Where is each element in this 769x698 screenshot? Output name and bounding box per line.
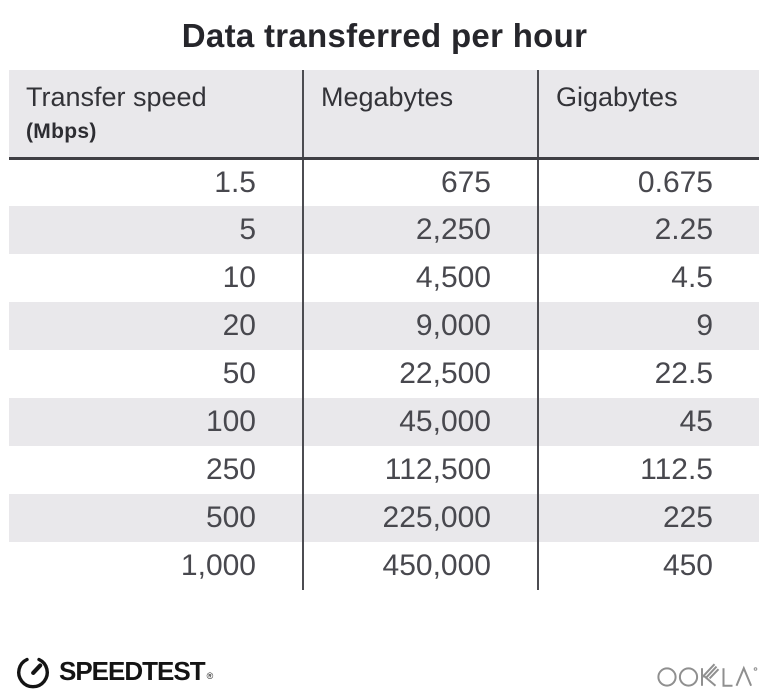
table-row: 500 225,000 225 [9,494,759,542]
cell-gigabytes: 4.5 [538,254,759,302]
cell-megabytes: 4,500 [303,254,539,302]
column-header-megabytes: Megabytes [303,70,539,158]
cell-transfer-speed: 1.5 [9,158,304,206]
cell-gigabytes: 0.675 [538,158,759,206]
cell-gigabytes: 22.5 [538,350,759,398]
speedtest-gauge-icon [17,657,49,689]
cell-transfer-speed: 250 [9,446,304,494]
cell-gigabytes: 45 [538,398,759,446]
column-header-unit: (Mbps) [26,120,97,143]
cell-transfer-speed: 1,000 [9,542,304,590]
column-header-label: Transfer speed [26,82,207,112]
data-table-container: Transfer speed (Mbps) Megabytes Gigabyte… [9,70,759,590]
cell-transfer-speed: 10 [9,254,304,302]
page-title: Data transferred per hour [181,17,588,54]
table-body: 1.5 675 0.675 5 2,250 2.25 10 4,500 4.5 … [9,158,759,590]
cell-gigabytes: 2.25 [538,206,759,254]
table-row: 50 22,500 22.5 [9,350,759,398]
table-row: 250 112,500 112.5 [9,446,759,494]
column-header-transfer-speed: Transfer speed (Mbps) [9,70,304,158]
table-row: 10 4,500 4.5 [9,254,759,302]
cell-megabytes: 675 [303,158,539,206]
cell-transfer-speed: 50 [9,350,304,398]
ookla-logo [657,662,761,689]
cell-transfer-speed: 100 [9,398,304,446]
cell-gigabytes: 450 [538,542,759,590]
table-row: 100 45,000 45 [9,398,759,446]
speedtest-logo: SPEEDTEST ® [14,652,214,690]
cell-megabytes: 45,000 [303,398,539,446]
column-header-gigabytes: Gigabytes [538,70,759,158]
cell-megabytes: 112,500 [303,446,539,494]
table-row: 1,000 450,000 450 [9,542,759,590]
table-row: 5 2,250 2.25 [9,206,759,254]
cell-transfer-speed: 500 [9,494,304,542]
cell-gigabytes: 9 [538,302,759,350]
cell-megabytes: 450,000 [303,542,539,590]
table-row: 1.5 675 0.675 [9,158,759,206]
ookla-wordmark [657,663,758,687]
cell-megabytes: 22,500 [303,350,539,398]
data-table: Transfer speed (Mbps) Megabytes Gigabyte… [9,70,759,590]
cell-megabytes: 2,250 [303,206,539,254]
cell-transfer-speed: 5 [9,206,304,254]
registered-trademark-mark: ® [206,671,214,681]
cell-gigabytes: 112.5 [538,446,759,494]
cell-gigabytes: 225 [538,494,759,542]
cell-megabytes: 225,000 [303,494,539,542]
speedtest-wordmark: SPEEDTEST ® [59,656,214,686]
table-header-row: Transfer speed (Mbps) Megabytes Gigabyte… [9,70,759,158]
table-row: 20 9,000 9 [9,302,759,350]
cell-transfer-speed: 20 [9,302,304,350]
cell-megabytes: 9,000 [303,302,539,350]
